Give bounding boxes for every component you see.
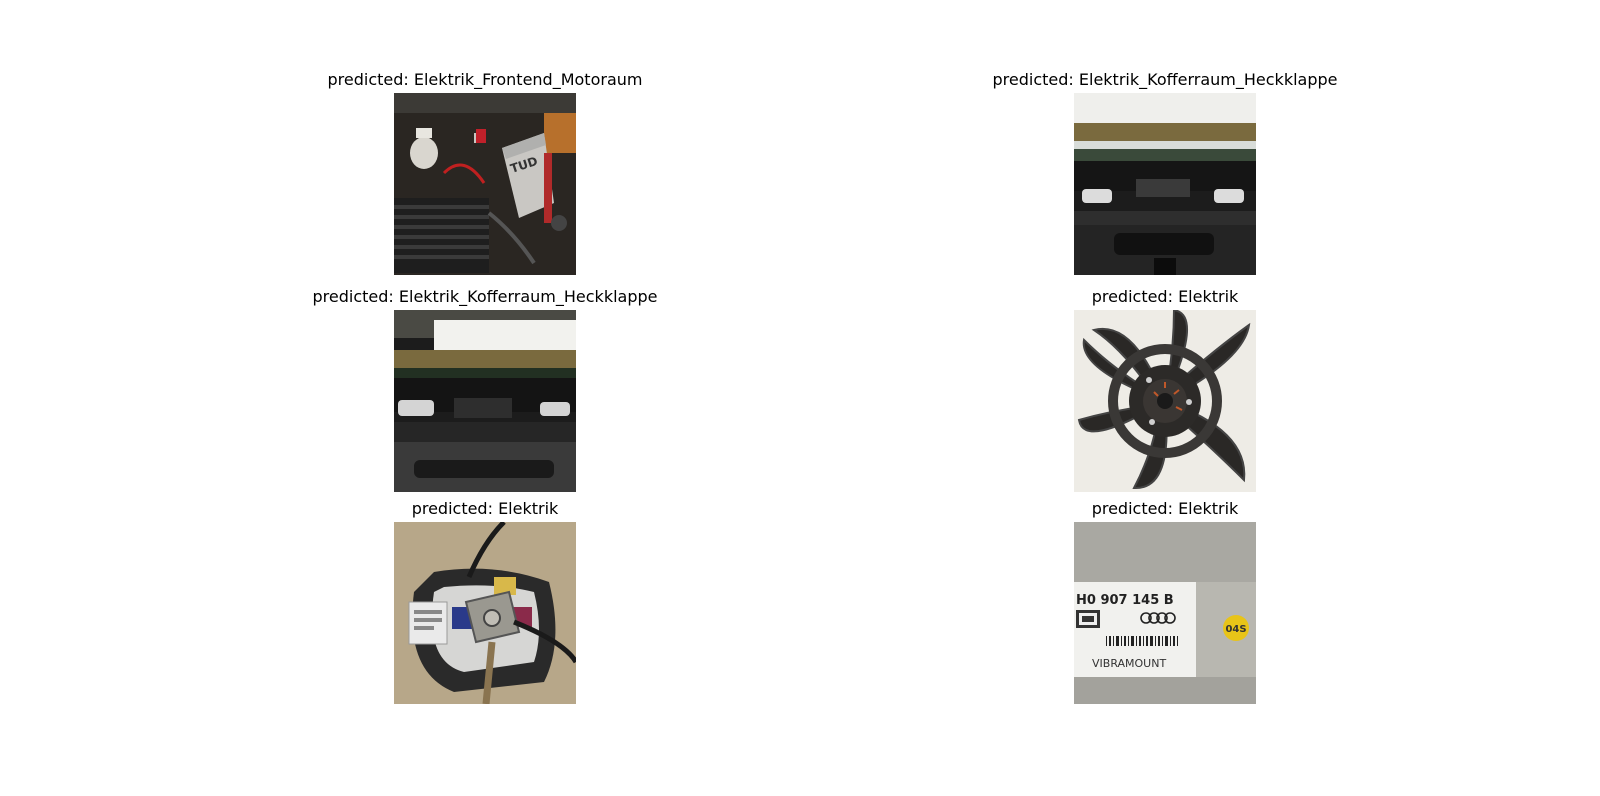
brand-text: VIBRAMOUNT — [1092, 657, 1166, 670]
panel-title: predicted: Elektrik_Frontend_Motoraum — [327, 70, 643, 89]
panel-title: predicted: Elektrik — [1091, 499, 1239, 518]
panel-battery-terminal: predicted: Elektrik — [275, 498, 695, 708]
part-number-text: H0 907 145 B — [1076, 593, 1174, 608]
radiator-fan-photo — [1074, 310, 1256, 492]
panel-title: predicted: Elektrik_Kofferraum_Heckklapp… — [992, 70, 1338, 89]
control-unit-label-photo: H0 907 145 B — [1074, 522, 1256, 704]
tailgate-light-photo — [1074, 93, 1256, 275]
panel-radiator-fan: predicted: Elektrik — [955, 286, 1375, 496]
sticker-text: 04S — [1225, 624, 1246, 635]
panel-tailgate-1: predicted: Elektrik_Kofferraum_Heckklapp… — [955, 69, 1375, 279]
panel-control-unit: predicted: Elektrik H0 907 145 B — [955, 498, 1375, 708]
panel-title: predicted: Elektrik_Kofferraum_Heckklapp… — [312, 287, 658, 306]
battery-terminal-photo — [394, 522, 576, 704]
panel-tailgate-2: predicted: Elektrik_Kofferraum_Heckklapp… — [275, 286, 695, 496]
panel-engine-bay: predicted: Elektrik_Frontend_Motoraum TU… — [275, 69, 695, 279]
panel-title: predicted: Elektrik — [1091, 287, 1239, 306]
tailgate-light-photo — [394, 310, 576, 492]
panel-title: predicted: Elektrik — [411, 499, 559, 518]
engine-bay-photo: TUD — [394, 93, 576, 275]
